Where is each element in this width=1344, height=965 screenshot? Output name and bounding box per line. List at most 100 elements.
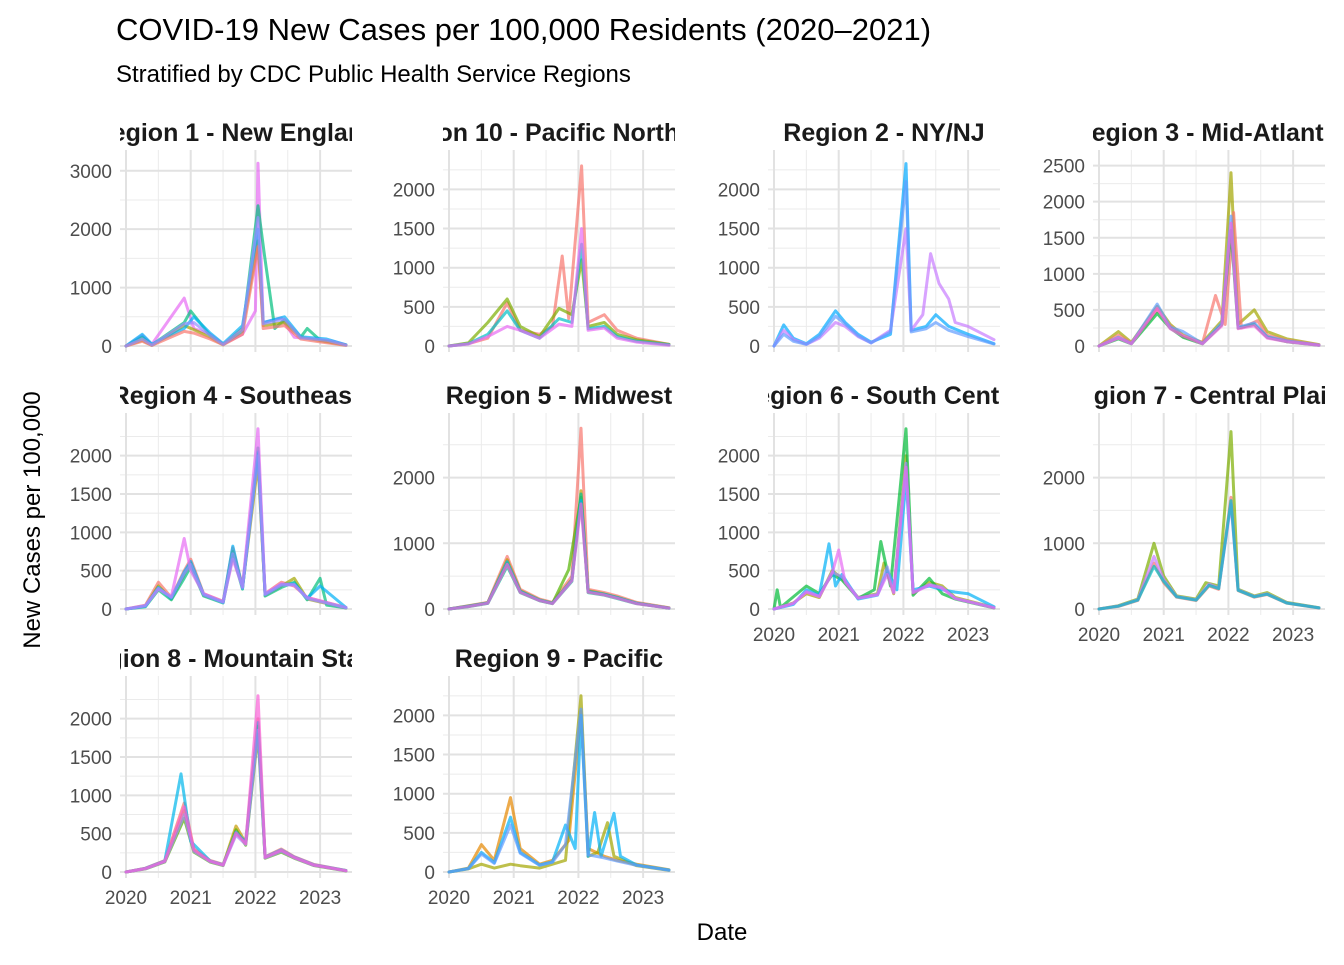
x-tick-label: 2023 — [299, 888, 341, 909]
y-tick-label: 2000 — [70, 710, 112, 731]
panel-title: Region 3 - Mid-Atlantic — [1074, 119, 1344, 147]
y-tick-label: 2000 — [393, 180, 435, 201]
series-line-1 — [124, 161, 348, 348]
y-tick-label: 1000 — [718, 259, 760, 280]
y-tick-label: 2000 — [1043, 193, 1085, 214]
panel-region-3-mid-atlantic: 0 500 1000 1500 2000 2500 Region 3 - Mid-Atlan… — [1043, 119, 1344, 358]
panel-region-2-ny-nj: 0 500 1000 1500 2000 Region 2 - NY/NJ — [718, 119, 1000, 358]
x-tick-label: 2022 — [234, 888, 276, 909]
panel-title: Region 5 - Midwest — [446, 382, 673, 410]
y-tick-label: 1500 — [718, 485, 760, 506]
y-tick-label: 500 — [728, 298, 760, 319]
series-line-6 — [124, 216, 348, 348]
x-tick-label: 2021 — [493, 888, 535, 909]
panel-region-9-pacific: 0 500 1000 1500 2000 2020 2021 2022 2023 Region 9… — [393, 645, 675, 909]
x-tick-label: 2022 — [1207, 625, 1249, 646]
series-line-2 — [1097, 495, 1321, 611]
x-tick-label: 2022 — [557, 888, 599, 909]
y-axis-label: New Cases per 100,000 — [19, 391, 46, 648]
panel-title: Region 10 - Pacific Northwest — [383, 119, 735, 147]
x-axis-label: Date — [697, 919, 748, 946]
y-tick-label: 2000 — [393, 469, 435, 490]
chart-title: COVID-19 New Cases per 100,000 Residents… — [116, 12, 931, 47]
series-line-4 — [124, 721, 348, 874]
series-line-6 — [124, 454, 348, 611]
y-tick-label: 2500 — [1043, 157, 1085, 178]
x-tick-label: 2020 — [1078, 625, 1120, 646]
y-tick-label: 500 — [403, 298, 435, 319]
x-tick-label: 2021 — [1143, 625, 1185, 646]
series-line-2 — [447, 258, 671, 348]
y-tick-label: 1500 — [1043, 229, 1085, 250]
y-tick-label: 1000 — [1043, 265, 1085, 286]
y-tick-label: 500 — [403, 824, 435, 845]
series-line-4 — [1097, 214, 1321, 348]
series-line-2 — [1097, 211, 1321, 348]
series-line-2 — [124, 204, 348, 348]
series-line-4 — [1097, 499, 1321, 611]
y-tick-label: 1000 — [393, 534, 435, 555]
y-tick-label: 1500 — [393, 220, 435, 241]
y-tick-label: 1500 — [718, 220, 760, 241]
y-tick-label: 500 — [728, 562, 760, 583]
panel-region-7-central-plains: 0 1000 2000 2020 2021 2022 2023 Region 7 - Cent… — [1043, 382, 1344, 646]
series-line-3 — [772, 180, 996, 348]
y-tick-label: 2000 — [718, 180, 760, 201]
series-line-5 — [1097, 221, 1321, 348]
y-tick-label: 1000 — [70, 523, 112, 544]
panel-title: Region 4 - Southeast — [112, 382, 361, 410]
y-tick-label: 3000 — [70, 162, 112, 183]
y-tick-label: 1500 — [70, 485, 112, 506]
y-tick-label: 0 — [749, 337, 760, 358]
panel-title: Region 1 - New England — [94, 119, 379, 147]
y-tick-label: 1000 — [718, 523, 760, 544]
series-line-3 — [124, 732, 348, 874]
panel-title: Region 9 - Pacific — [455, 645, 663, 673]
series-line-3 — [447, 495, 671, 611]
series-line-4 — [447, 227, 671, 348]
y-tick-label: 0 — [101, 600, 112, 621]
y-tick-label: 1500 — [393, 746, 435, 767]
x-tick-label: 2021 — [818, 625, 860, 646]
y-tick-label: 1000 — [70, 279, 112, 300]
x-tick-label: 2020 — [753, 625, 795, 646]
facet-panels: 0 1000 2000 3000 Region 1 - New England 0 500 1… — [70, 119, 1344, 909]
y-tick-label: 1000 — [393, 259, 435, 280]
panel-region-4-southeast: 0 500 1000 1500 2000 Region 4 - Southeast — [70, 382, 361, 621]
panel-region-6-south-central: 0 500 1000 1500 2000 2020 2021 2022 2023 Region 6… — [718, 382, 1030, 646]
y-tick-label: 0 — [424, 600, 435, 621]
y-tick-label: 500 — [1053, 301, 1085, 322]
y-tick-label: 0 — [1074, 600, 1085, 621]
x-tick-label: 2023 — [1272, 625, 1314, 646]
chart-subtitle: Stratified by CDC Public Health Service … — [116, 61, 631, 88]
panel-region-8-mountain-states: 0 500 1000 1500 2000 2020 2021 2022 2023 Region 8… — [70, 645, 352, 909]
series-line-6 — [447, 502, 671, 611]
y-tick-label: 0 — [101, 337, 112, 358]
y-tick-label: 2000 — [393, 706, 435, 727]
y-tick-label: 0 — [749, 600, 760, 621]
series-line-1 — [772, 162, 996, 348]
panel-region-1-new-england: 0 1000 2000 3000 Region 1 - New England — [70, 119, 379, 358]
y-tick-label: 0 — [424, 863, 435, 884]
series-line-5 — [124, 728, 348, 874]
series-line-2 — [447, 694, 671, 874]
y-tick-label: 0 — [424, 337, 435, 358]
y-tick-label: 500 — [80, 562, 112, 583]
y-tick-label: 2000 — [70, 220, 112, 241]
y-tick-label: 1000 — [70, 786, 112, 807]
series-line-6 — [124, 694, 348, 874]
series-line-2 — [772, 427, 996, 611]
y-tick-label: 0 — [1074, 337, 1085, 358]
series-line-1 — [1097, 430, 1321, 611]
series-line-5 — [772, 465, 996, 611]
y-tick-label: 1500 — [70, 748, 112, 769]
panel-title: Region 6 - South Central — [738, 382, 1030, 410]
x-tick-label: 2020 — [428, 888, 470, 909]
series-line-1 — [447, 426, 671, 611]
y-tick-label: 2000 — [1043, 469, 1085, 490]
y-tick-label: 2000 — [718, 447, 760, 468]
panel-title: Region 7 - Central Plains — [1062, 382, 1344, 410]
x-tick-label: 2023 — [947, 625, 989, 646]
series-line-3 — [1097, 502, 1321, 611]
